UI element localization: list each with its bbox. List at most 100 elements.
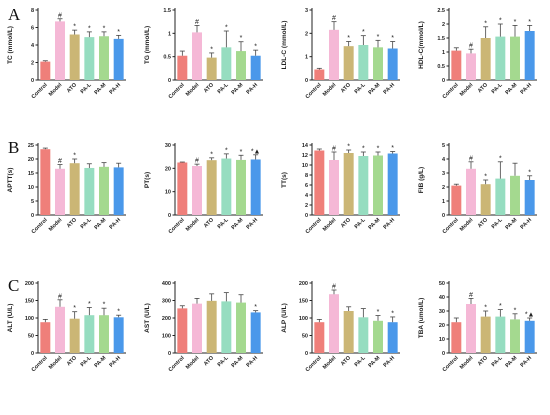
y-tick-label: 0.5: [163, 55, 171, 61]
bar: [113, 167, 124, 215]
chart-panel: LDL-C (mmol/L) 0 1 2 3 Control # Model * ATO * PA-L…: [281, 8, 400, 100]
bar: [314, 69, 325, 80]
y-tick-label: 6: [31, 26, 34, 32]
y-tick-label: 100: [162, 334, 171, 340]
category-label: PA-L: [217, 355, 230, 368]
y-tick-label: 30: [439, 309, 445, 315]
bar: [221, 301, 232, 353]
bar: [451, 185, 462, 215]
y-axis-label: ALP (U/L): [281, 303, 288, 333]
bar: [55, 168, 65, 215]
category-label: PA-L: [80, 355, 93, 368]
y-tick-label: 200: [25, 281, 34, 287]
category-label: PA-H: [520, 82, 533, 95]
bar: [466, 304, 476, 353]
category-label: Control: [31, 355, 49, 373]
bar: [40, 322, 51, 353]
y-tick-label: 2: [31, 61, 34, 67]
bar: [40, 61, 51, 80]
bar: [177, 55, 188, 80]
bar: [192, 303, 202, 353]
significance-mark: *: [88, 25, 91, 32]
y-tick-label: 50: [439, 281, 445, 287]
bar: [495, 36, 506, 80]
category-label: PA-H: [383, 355, 396, 368]
bar: [387, 153, 398, 215]
y-tick-label: 4: [442, 157, 446, 163]
y-tick-label: 1.5: [163, 8, 171, 14]
y-tick-label: 100: [299, 316, 308, 322]
y-tick-label: 2: [305, 31, 308, 37]
category-label: PA-L: [354, 355, 367, 368]
bar: [177, 308, 188, 353]
category-label: Model: [48, 82, 64, 98]
category-label: PA-L: [217, 217, 230, 230]
y-tick-label: 15: [28, 171, 34, 177]
y-tick-label: 3: [305, 8, 308, 14]
bar: [480, 184, 491, 215]
bar: [69, 163, 80, 215]
y-tick-label: 1: [442, 50, 445, 56]
significance-mark: *: [528, 19, 531, 26]
significance-mark: #: [469, 292, 473, 299]
y-tick-label: 30: [165, 143, 171, 149]
bar: [373, 47, 383, 80]
y-tick-label: 5: [442, 143, 445, 149]
y-tick-label: 10: [28, 185, 34, 191]
category-label: PA-L: [491, 82, 504, 95]
category-label: Model: [459, 217, 475, 233]
significance-mark: *: [514, 19, 517, 26]
y-axis-label: PT(s): [144, 172, 151, 188]
category-label: Model: [48, 355, 64, 371]
y-tick-label: 0: [168, 351, 171, 357]
y-tick-label: 0: [442, 351, 445, 357]
category-label: PA-M: [368, 217, 382, 231]
significance-mark: *: [484, 305, 487, 312]
category-label: PA-H: [109, 355, 122, 368]
category-label: PA-H: [520, 217, 533, 230]
y-tick-label: 20: [165, 166, 171, 172]
y-tick-label: 50: [28, 334, 34, 340]
bar: [55, 306, 65, 353]
bar: [510, 175, 520, 215]
bar: [343, 153, 354, 215]
y-tick-label: 0: [31, 351, 34, 357]
bar: [206, 300, 217, 353]
bar: [250, 312, 261, 353]
significance-mark: *: [362, 146, 365, 153]
significance-mark: #: [58, 158, 62, 165]
y-tick-label: 4: [305, 193, 309, 199]
category-label: Model: [185, 355, 201, 371]
category-label: Model: [459, 355, 475, 371]
significance-mark: *: [225, 147, 228, 154]
significance-mark: *: [391, 35, 394, 42]
y-tick-label: 100: [25, 316, 34, 322]
y-tick-label: 0: [442, 213, 445, 219]
category-label: PA-H: [109, 217, 122, 230]
significance-mark: *: [240, 149, 243, 156]
bar: [69, 318, 80, 353]
significance-mark: *: [499, 155, 502, 162]
category-label: PA-L: [217, 82, 230, 95]
significance-mark: #: [58, 293, 62, 300]
bar: [451, 50, 462, 80]
category-label: ATO: [477, 217, 490, 230]
significance-mark: *: [362, 29, 365, 36]
category-label: PA-M: [231, 217, 245, 231]
bar: [236, 51, 246, 80]
y-tick-label: 10: [165, 190, 171, 196]
significance-mark: *: [210, 151, 213, 158]
bar: [451, 322, 462, 353]
y-tick-label: 1: [442, 199, 445, 205]
significance-mark: *: [117, 309, 120, 316]
category-label: Control: [168, 82, 186, 100]
category-label: Control: [168, 217, 186, 235]
bar: [69, 34, 80, 80]
category-label: Model: [185, 82, 201, 98]
bar: [314, 150, 325, 215]
category-label: Control: [31, 217, 49, 235]
y-tick-label: 400: [162, 281, 171, 287]
y-tick-label: 200: [162, 316, 171, 322]
